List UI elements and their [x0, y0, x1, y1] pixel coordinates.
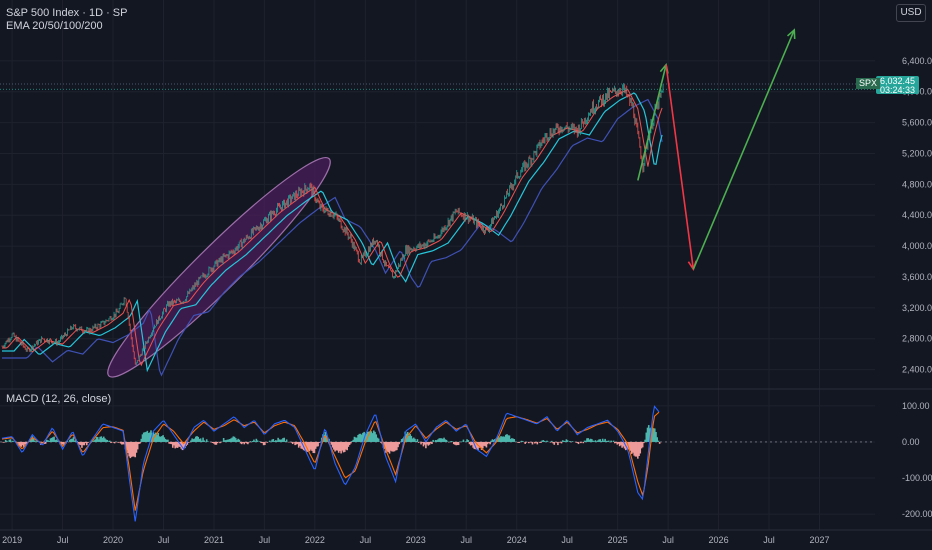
time-axis-label: 2025	[608, 535, 628, 545]
projection-arrow-up	[692, 28, 796, 270]
time-axis-label: 2023	[406, 535, 426, 545]
projection-arrow-down-shaft	[665, 64, 695, 270]
time-axis-label: Jul	[158, 535, 170, 545]
price-axis-label: 2,400.00	[902, 365, 932, 375]
time-axis-label: Jul	[662, 535, 674, 545]
time-axis-label: 2026	[709, 535, 729, 545]
price-axis-label: 4,800.00	[902, 179, 932, 189]
macd-axis-label: -100.00	[902, 473, 932, 483]
price-axis-label: 4,000.00	[902, 241, 932, 251]
price-tag-symbol: SPX	[856, 78, 881, 89]
projection-arrow-down	[665, 64, 697, 272]
price-axis-label: 3,200.00	[902, 303, 932, 313]
price-axis-label: 5,600.00	[902, 118, 932, 128]
time-axis-label: 2024	[507, 535, 527, 545]
time-axis-label: 2022	[305, 535, 325, 545]
time-axis: 2019 Jul 2020 Jul 2021 Jul 2022 Jul 2023 Jul 2024 J…	[2, 535, 829, 545]
time-axis-label: Jul	[259, 535, 271, 545]
time-axis-label: Jul	[763, 535, 775, 545]
last-price-tag: SPX 6,032.45 03:24:33	[856, 76, 920, 95]
macd-line	[1, 405, 660, 522]
macd-axis-label: -200.00	[902, 509, 932, 519]
macd-legend[interactable]: MACD (12, 26, close)	[6, 393, 112, 405]
currency-button[interactable]: USD	[896, 4, 926, 22]
time-axis-label: Jul	[57, 535, 69, 545]
ema-legend[interactable]: EMA 20/50/100/200	[6, 20, 103, 32]
grid-lines	[0, 0, 875, 530]
projection-arrow-up-head	[786, 28, 796, 40]
macd-histogram	[1, 425, 661, 459]
chart-title: S&P 500 Index · 1D · SP	[6, 7, 128, 19]
time-axis-label: 2021	[204, 535, 224, 545]
price-axis-label: 6,400.00	[902, 56, 932, 66]
projection-arrow-up-shaft	[692, 29, 795, 270]
projection-arrow-up-shaft	[637, 64, 667, 181]
time-axis-label: 2019	[2, 535, 22, 545]
time-axis-label: Jul	[461, 535, 473, 545]
price-axis-label: 4,400.00	[902, 210, 932, 220]
price-tag-countdown: 03:24:33	[880, 85, 916, 95]
price-axis-label: 2,800.00	[902, 334, 932, 344]
price-axis: 6,400.006,000.005,600.005,200.004,800.00…	[902, 56, 932, 519]
macd-axis-label: 0.00	[902, 437, 920, 447]
ema-line	[2, 98, 663, 377]
time-axis-label: 2027	[809, 535, 829, 545]
macd-axis-label: 100.00	[902, 401, 930, 411]
price-axis-label: 3,600.00	[902, 272, 932, 282]
ema-line	[2, 92, 663, 373]
price-tag-value: 6,032.45	[880, 76, 916, 86]
time-axis-label: 2020	[103, 535, 123, 545]
time-axis-label: Jul	[360, 535, 372, 545]
price-candles	[1, 82, 664, 366]
price-axis-label: 5,200.00	[902, 148, 932, 158]
time-axis-label: Jul	[561, 535, 573, 545]
